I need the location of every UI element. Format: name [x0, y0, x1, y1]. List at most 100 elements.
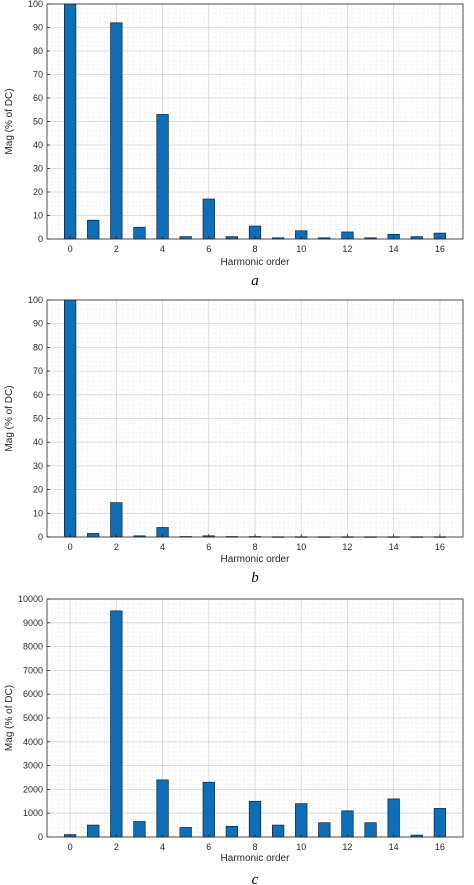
- x-tick-label: 8: [252, 842, 257, 852]
- grid-b: [46, 299, 464, 538]
- y-tick-label: 0: [38, 532, 43, 542]
- x-tick-label: 10: [296, 542, 306, 552]
- x-tick-label: 16: [435, 244, 445, 254]
- y-tick-label: 80: [33, 46, 43, 56]
- y-tick-label: 5000: [23, 713, 43, 723]
- bar-harmonic-6: [202, 781, 215, 838]
- bar-harmonic-11: [318, 822, 331, 838]
- y-tick-label: 4000: [23, 737, 43, 747]
- x-tick-label: 0: [68, 842, 73, 852]
- y-tick-label: 60: [33, 390, 43, 400]
- y-tick-label: 10: [33, 211, 43, 221]
- y-tick-label: 40: [33, 140, 43, 150]
- x-tick-label: 12: [342, 244, 352, 254]
- grid-a: [46, 3, 464, 240]
- bars-c: [63, 610, 447, 838]
- x-tick-label: 6: [206, 244, 211, 254]
- bar-harmonic-2: [110, 22, 123, 240]
- bar-harmonic-7: [225, 825, 239, 838]
- y-tick-label: 2000: [23, 784, 43, 794]
- x-tick-label: 10: [296, 244, 306, 254]
- y-tick-label: 6000: [23, 689, 43, 699]
- bar-harmonic-12: [341, 810, 354, 838]
- y-tick-label: 90: [33, 23, 43, 33]
- y-axis-label: Mag (% of DC): [4, 88, 15, 154]
- x-tick-label: 16: [435, 542, 445, 552]
- y-tick-label: 20: [33, 485, 43, 495]
- panel-label: b: [251, 570, 259, 586]
- x-tick-label: 14: [389, 244, 399, 254]
- y-tick-label: 20: [33, 187, 43, 197]
- bar-harmonic-2: [110, 610, 123, 838]
- x-tick-label: 4: [160, 244, 165, 254]
- y-tick-label: 1000: [23, 808, 43, 818]
- y-tick-label: 3000: [23, 761, 43, 771]
- y-tick-label: 10000: [18, 594, 43, 604]
- x-tick-label: 16: [435, 842, 445, 852]
- y-tick-label: 90: [33, 319, 43, 329]
- x-tick-label: 8: [252, 244, 257, 254]
- x-tick-label: 2: [114, 842, 119, 852]
- x-tick-label: 0: [68, 542, 73, 552]
- bar-harmonic-0: [63, 3, 77, 240]
- ticks-c: 0100020003000400050006000700080009000100…: [18, 594, 445, 852]
- x-axis-label: Harmonic order: [221, 554, 291, 565]
- x-axis-label: Harmonic order: [221, 853, 291, 864]
- bar-harmonic-2: [110, 502, 123, 538]
- chart-panel-c: 0100020003000400050006000700080009000100…: [4, 594, 464, 885]
- x-tick-label: 2: [114, 244, 119, 254]
- bar-harmonic-16: [433, 808, 447, 838]
- x-tick-label: 14: [389, 542, 399, 552]
- y-tick-label: 30: [33, 164, 43, 174]
- y-tick-label: 100: [28, 0, 43, 9]
- panel-label: c: [252, 872, 259, 885]
- y-tick-label: 80: [33, 342, 43, 352]
- x-tick-label: 6: [206, 542, 211, 552]
- y-axis-label: Mag (% of DC): [4, 685, 15, 751]
- y-tick-label: 50: [33, 414, 43, 424]
- x-axis-label: Harmonic order: [221, 257, 291, 268]
- x-tick-label: 0: [68, 244, 73, 254]
- y-axis-label: Mag (% of DC): [4, 385, 15, 451]
- bar-harmonic-10: [295, 803, 308, 838]
- chart-panel-b: 0 10 20 30 40 50 60 70 80 90 100 0 2 4 6 8 10 12 14 16 Harmo…: [4, 295, 464, 586]
- chart-panel-a: 0 10 20 30 40 50 60 70 80 90 100 0 2 4 6 8 10 12 14 16 Harmo…: [4, 0, 464, 289]
- y-tick-label: 30: [33, 461, 43, 471]
- bar-harmonic-8: [248, 800, 262, 838]
- bar-harmonic-9: [271, 824, 285, 838]
- y-tick-label: 0: [38, 832, 43, 842]
- bar-harmonic-4: [156, 779, 169, 838]
- panel-label: a: [251, 273, 259, 289]
- x-tick-label: 8: [252, 542, 257, 552]
- x-tick-label: 12: [342, 542, 352, 552]
- bar-harmonic-1: [87, 219, 100, 240]
- y-tick-label: 50: [33, 117, 43, 127]
- x-tick-label: 10: [296, 842, 306, 852]
- bar-harmonic-0: [63, 299, 77, 538]
- x-tick-label: 14: [389, 842, 399, 852]
- bar-harmonic-3: [133, 226, 146, 240]
- ticks-b: 0 10 20 30 40 50 60 70 80 90 100 0 2 4 6 8 10 12 14 16: [28, 295, 445, 552]
- bar-harmonic-1: [87, 824, 100, 838]
- y-tick-label: 0: [38, 234, 43, 244]
- y-tick-label: 8000: [23, 642, 43, 652]
- y-tick-label: 10: [33, 508, 43, 518]
- y-tick-label: 60: [33, 93, 43, 103]
- bar-harmonic-6: [202, 198, 215, 240]
- bar-harmonic-1: [87, 533, 100, 538]
- x-tick-label: 6: [206, 842, 211, 852]
- bar-harmonic-13: [364, 822, 377, 838]
- x-tick-label: 4: [160, 842, 165, 852]
- bar-harmonic-3: [133, 821, 146, 838]
- y-tick-label: 7000: [23, 665, 43, 675]
- x-tick-label: 4: [160, 542, 165, 552]
- y-tick-label: 40: [33, 437, 43, 447]
- bar-harmonic-5: [179, 827, 192, 838]
- y-tick-label: 70: [33, 366, 43, 376]
- bar-harmonic-4: [156, 114, 169, 240]
- bar-harmonic-14: [387, 798, 400, 838]
- y-tick-label: 9000: [23, 618, 43, 628]
- y-tick-label: 100: [28, 295, 43, 305]
- ticks-a: 0 10 20 30 40 50 60 70 80 90 100 0 2 4 6 8 10 12 14 16: [28, 0, 445, 254]
